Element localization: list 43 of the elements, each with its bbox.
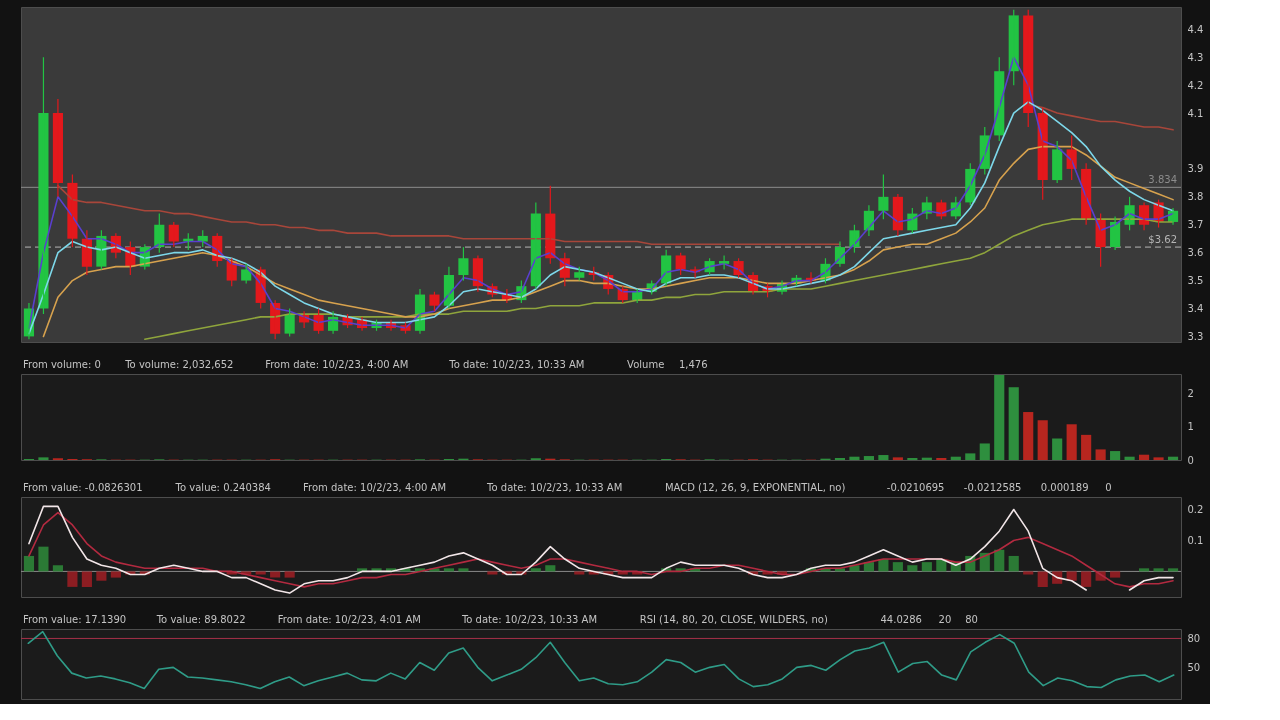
text: To date: 10/2/23, 10:33 AM [486,482,623,493]
text: To value: 0.240384 [174,482,271,493]
text: From date: 10/2/23, 4:01 AM [277,614,421,625]
y-tick-label: 2 [1187,388,1194,400]
text: 80 [965,614,978,625]
text: To date: 10/2/23, 10:33 AM [460,614,598,625]
text: 44.0286 [880,614,922,625]
ref-line-label: 3.834 [1148,174,1177,186]
y-tick-label: 3.7 [1187,219,1204,231]
text: 20 [938,614,952,625]
y-tick-label: 80 [1187,632,1201,644]
text: -0.0212585 [963,482,1022,493]
y-tick-label: 3.3 [1187,330,1204,342]
y-tick-label: 3.9 [1187,163,1204,175]
y-tick-label: 50 [1187,661,1201,673]
y-tick-label: 0 [1187,454,1194,466]
text: From value: 17.1390 [23,614,127,625]
text: From value: -0.0826301 [23,482,143,493]
text: RSI (14, 80, 20, CLOSE, WILDERS, no) [639,614,828,625]
y-tick-label: 4.4 [1187,23,1204,35]
text: 0 [1105,482,1112,493]
y-tick-label: 0.2 [1187,504,1204,515]
text: 1,476 [678,359,708,370]
text: From date: 10/2/23, 4:00 AM [303,482,447,493]
y-tick-label: 4.2 [1187,79,1204,91]
text: To date: 10/2/23, 10:33 AM [448,359,585,370]
text: From date: 10/2/23, 4:00 AM [265,359,409,370]
text: -0.0210695 [886,482,945,493]
y-tick-label: 4.3 [1187,51,1204,63]
text: To value: 89.8022 [155,614,246,625]
ref-line-label: $3.62 [1148,234,1177,246]
y-tick-label: 3.4 [1187,303,1204,314]
text: MACD (12, 26, 9, EXPONENTIAL, no) [664,482,846,493]
y-tick-label: 3.6 [1187,247,1204,259]
y-tick-label: 3.8 [1187,191,1204,203]
y-tick-label: 1 [1187,421,1194,433]
text: From volume: 0 [23,359,101,370]
y-tick-label: 4.1 [1187,107,1204,119]
y-tick-label: 0.1 [1187,534,1204,546]
text: To volume: 2,032,652 [124,359,234,370]
text: Volume [627,359,665,370]
y-tick-label: 3.5 [1187,275,1204,287]
text: 0.000189 [1040,482,1089,493]
